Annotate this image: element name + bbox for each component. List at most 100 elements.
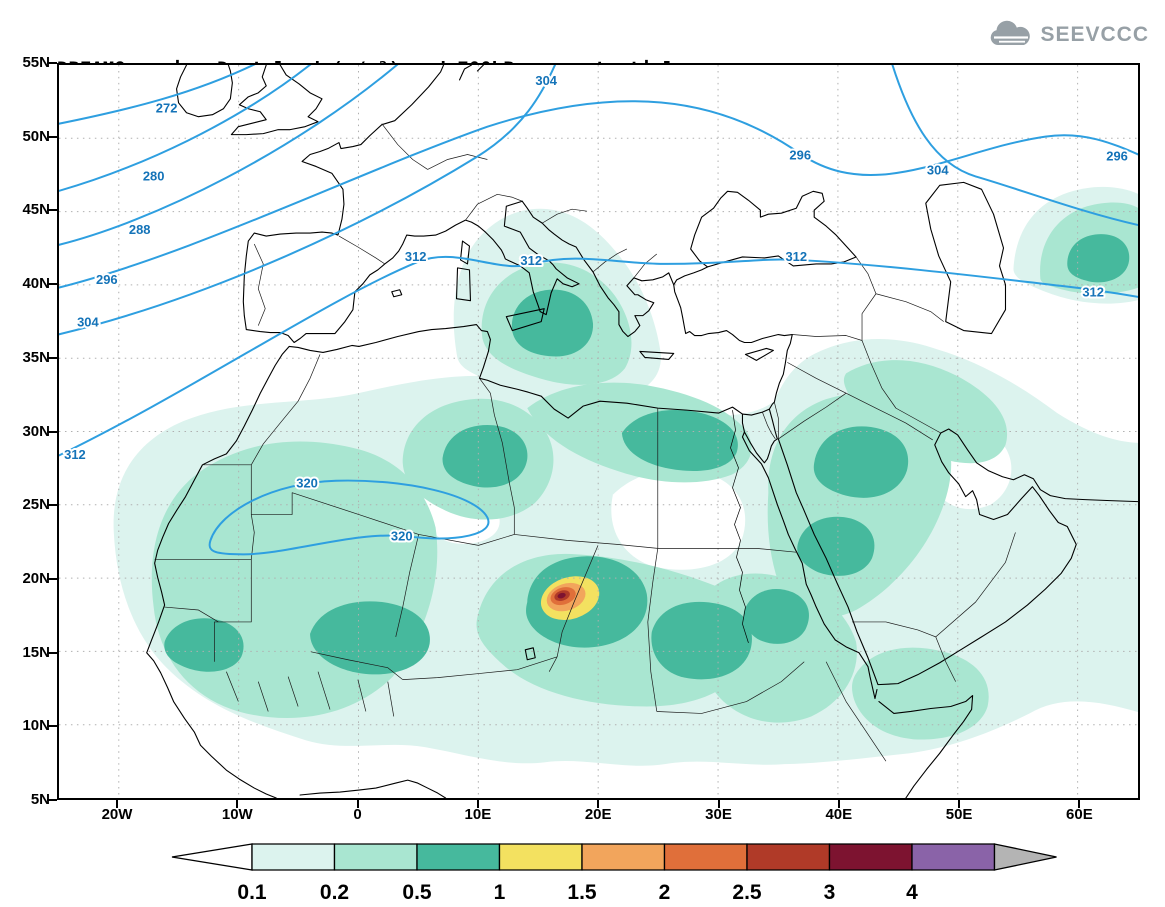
colorbar-tick-label: 1.5 <box>567 881 597 904</box>
longitude-tick-mark <box>236 800 239 808</box>
geopotential-contour-labels: 272 280 288 296 304 312 304 312 312 296 304 296 312 3… <box>62 71 1130 545</box>
geopotential-contour-label: 272 <box>156 101 178 116</box>
island-sardinia <box>455 267 472 302</box>
coastline-ireland <box>176 65 233 118</box>
geopotential-contour-label: 296 <box>789 147 811 162</box>
coastline-sinai <box>741 408 778 464</box>
longitude-tick-mark <box>837 800 840 808</box>
colorbar-segment <box>828 843 913 871</box>
colorbar-segment <box>251 843 336 871</box>
geopotential-contour-272 <box>59 65 256 125</box>
latitude-tick-mark <box>47 651 57 654</box>
latitude-tick-mark <box>47 799 57 801</box>
longitude-tick-label: 10W <box>221 806 253 823</box>
latitude-tick-label: 25N <box>22 496 50 514</box>
longitude-tick-label: 0 <box>353 806 362 823</box>
latitude-tick-label: 40N <box>22 275 50 293</box>
colorbar-tick-label: 0.5 <box>402 881 432 904</box>
colorbar: 0.1 0.2 0.5 1 1.5 2 2.5 3 4 <box>0 836 1165 906</box>
geopotential-contour-label: 320 <box>296 476 318 491</box>
longitude-tick-label: 20E <box>584 806 612 823</box>
longitude-tick-mark <box>1078 800 1081 808</box>
geopotential-contour-304-west <box>59 65 557 336</box>
map-svg: 272 280 288 296 304 312 304 312 312 296 304 296 312 3… <box>59 65 1138 798</box>
geopotential-contour-label: 312 <box>785 249 807 264</box>
colorbar-segment <box>581 843 666 871</box>
geopotential-contour-label: 312 <box>1082 285 1104 300</box>
colorbar-tick-label: 2.5 <box>732 881 762 904</box>
geopotential-contour-label: 320 <box>391 528 413 543</box>
colorbar-svg: 0.1 0.2 0.5 1 1.5 2 2.5 3 4 <box>171 843 1057 904</box>
latitude-tick-mark <box>47 430 57 433</box>
geopotential-contour-312 <box>59 255 1138 457</box>
latitude-tick-mark <box>47 62 57 64</box>
logo-text: SEEVCCC <box>1040 23 1149 46</box>
geopotential-contour-label: 288 <box>129 222 151 237</box>
latitude-tick-label: 55N <box>22 54 50 71</box>
map-frame: 272 280 288 296 304 312 304 312 312 296 304 296 312 3… <box>57 63 1140 800</box>
longitude-tick-label: 20W <box>101 806 133 823</box>
geopotential-contours: 272 280 288 296 304 312 304 312 312 296 304 296 312 3… <box>59 65 1138 556</box>
colorbar-segment <box>333 843 418 871</box>
coastline-levant-turkey <box>673 266 793 416</box>
lake-chad <box>524 647 536 661</box>
dust-maximum-hotspot <box>540 576 600 620</box>
longitude-tick-label: 60E <box>1066 806 1093 823</box>
cloud-icon <box>991 20 1031 45</box>
coastline-horn-of-africa <box>878 695 974 798</box>
latitude-tick-mark <box>47 135 57 138</box>
colorbar-tick-label: 0.1 <box>237 881 267 904</box>
country-borders <box>154 123 1016 762</box>
colorbar-segment <box>171 843 253 871</box>
coastlines <box>146 65 1138 798</box>
latitude-tick-mark <box>47 504 57 507</box>
colorbar-segment <box>993 843 1057 871</box>
dust-layer-level3 <box>164 234 1130 680</box>
latitude-tick-label: 30N <box>22 422 50 440</box>
nile-river <box>730 410 749 643</box>
geopotential-contour-label: 296 <box>96 272 118 287</box>
longitude-tick-label: 30E <box>705 806 732 823</box>
coastline-britain <box>230 65 323 136</box>
longitude-tick-mark <box>597 800 600 808</box>
longitude-tick-mark <box>116 800 118 808</box>
coastline-caspian-sea <box>925 181 1007 335</box>
colorbar-segment <box>911 843 996 871</box>
longitude-tick-mark <box>958 800 961 808</box>
latitude-tick-label: 20N <box>22 569 50 587</box>
seevccc-logo: SEEVCCC <box>987 20 1149 50</box>
colorbar-tick-label: 1 <box>494 881 506 904</box>
geopotential-contour-label: 280 <box>143 168 165 183</box>
colorbar-tick-label: 3 <box>824 881 836 904</box>
geopotential-contour-296 <box>59 100 1138 289</box>
geopotential-contour-label: 296 <box>1106 148 1128 163</box>
longitude-tick-label: 40E <box>825 806 853 823</box>
colorbar-tick-label: 2 <box>659 881 671 904</box>
latitude-tick-label: 10N <box>22 717 50 735</box>
latitude-tick-mark <box>47 356 57 359</box>
colorbar-segment <box>416 843 501 871</box>
longitude-tick-label: 10E <box>464 806 492 823</box>
latitude-tick-label: 45N <box>22 201 50 219</box>
geopotential-contour-320 <box>208 479 490 556</box>
geopotential-contour-label: 312 <box>405 249 427 264</box>
latitude-tick-label: 5N <box>30 791 50 808</box>
latitude-tick-label: 15N <box>22 643 50 661</box>
latitude-tick-mark <box>47 725 57 728</box>
geopotential-contour-label: 312 <box>520 253 542 268</box>
latitude-tick-label: 35N <box>22 348 50 366</box>
coastline-arabia <box>777 432 1077 686</box>
geopotential-contour-label: 312 <box>64 447 86 462</box>
island-crete <box>639 350 675 360</box>
geopotential-contour-label: 304 <box>77 315 99 330</box>
colorbar-tick-label: 0.2 <box>320 881 349 904</box>
latitude-tick-mark <box>47 209 57 212</box>
latitude-tick-mark <box>47 283 57 286</box>
colorbar-tick-label: 4 <box>906 881 918 904</box>
coastline-north-africa-west-africa <box>146 324 744 798</box>
island-corsica <box>459 240 471 265</box>
colorbar-segment <box>498 843 583 871</box>
coastline-balkans-greece <box>521 200 675 338</box>
latitude-tick-label: 50N <box>22 127 50 145</box>
